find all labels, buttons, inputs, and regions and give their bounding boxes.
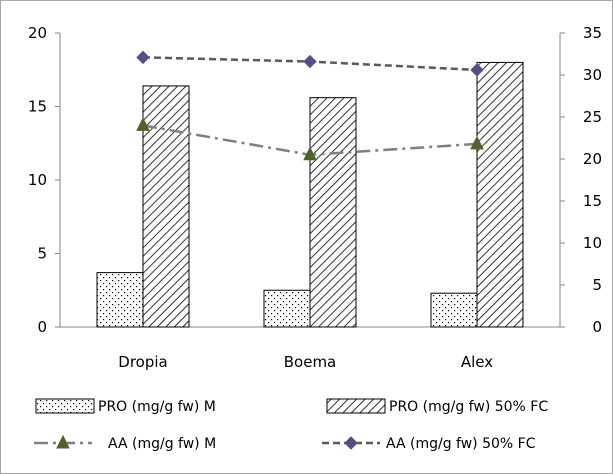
legend-label: PRO (mg/g fw) 50% FC <box>389 399 548 415</box>
legend-swatch-dots <box>35 398 95 414</box>
legend-label: AA (mg/g fw) 50% FC <box>386 436 536 452</box>
diamond-marker <box>470 63 484 77</box>
category-label: Dropia <box>118 353 167 371</box>
legend-label: AA (mg/g fw) M <box>108 436 216 452</box>
legend-triangle-marker <box>56 434 70 449</box>
bar-pro-50fc <box>309 97 357 328</box>
bar-pro-50fc <box>142 85 190 328</box>
lines-group <box>136 50 484 161</box>
bar-pro-50fc <box>476 61 524 328</box>
right-tick-label: 25 <box>583 108 602 126</box>
right-tick-label: 0 <box>592 318 602 336</box>
triangle-marker <box>136 117 150 131</box>
bar-pro-m <box>263 289 311 328</box>
left-tick-label: 15 <box>28 98 47 116</box>
right-tick-label: 30 <box>583 66 602 84</box>
legend-diamond-marker <box>344 436 358 450</box>
legend-swatch-hatch <box>326 398 386 414</box>
triangle-marker <box>303 146 317 161</box>
right-tick-label: 35 <box>583 24 602 42</box>
diamond-marker <box>136 50 150 65</box>
right-tick-group: 35 30 25 20 15 10 5 0 <box>560 24 602 336</box>
bar-pro-m <box>430 292 478 328</box>
left-tick-label: 5 <box>37 245 47 263</box>
right-tick-label: 15 <box>583 192 602 210</box>
category-label: Boema <box>284 353 337 371</box>
left-tick-label: 10 <box>28 171 47 189</box>
legend: PRO (mg/g fw) M PRO (mg/g fw) 50% FC AA … <box>34 398 548 452</box>
bars-group <box>96 61 524 328</box>
category-label: Alex <box>461 353 493 371</box>
triangle-marker <box>470 135 484 150</box>
diamond-marker <box>303 54 317 69</box>
left-tick-label: 0 <box>37 318 47 336</box>
right-tick-label: 10 <box>583 234 602 252</box>
left-tick-group: 20 15 10 5 0 <box>28 24 60 336</box>
legend-label: PRO (mg/g fw) M <box>98 399 216 415</box>
left-tick-label: 20 <box>28 24 47 42</box>
right-tick-label: 5 <box>592 276 602 294</box>
right-tick-label: 20 <box>583 150 602 168</box>
bar-pro-m <box>96 272 144 328</box>
